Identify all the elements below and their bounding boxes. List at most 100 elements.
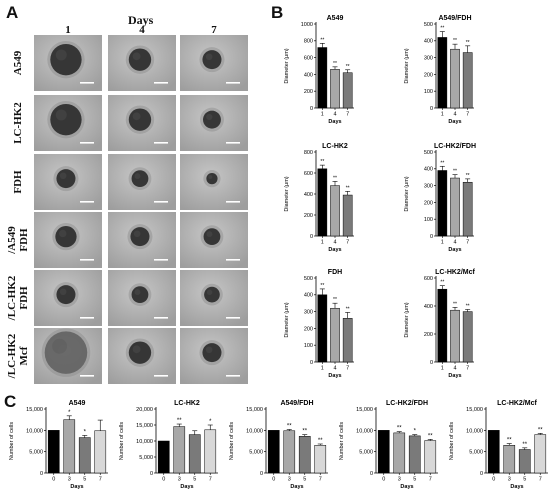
y-tick-label: 0 [310, 234, 313, 240]
y-tick-label: 10,000 [246, 428, 263, 434]
x-axis-label: Days [70, 484, 83, 490]
y-tick-label: 200 [304, 89, 313, 95]
micrograph-tile [180, 35, 248, 91]
bar [267, 430, 280, 474]
y-tick-label: 200 [304, 326, 313, 332]
x-tick-label: 0 [272, 477, 275, 483]
x-tick-label: 4 [453, 112, 456, 118]
chart-svg: A549 0 200 400 600 800 1000 Diameter (μm) ** 1 ** 4… [284, 15, 354, 125]
x-tick-label: 7 [539, 477, 542, 483]
panel-label-b: B [271, 3, 284, 22]
chart-svg: LC-HK2 0 5,000 10,000 15,000 20,000 Number of … [119, 400, 218, 490]
y-tick-label: 0 [260, 471, 263, 477]
y-tick-label: 400 [424, 167, 433, 173]
chart-title: LC-HK2/FDH [386, 400, 428, 407]
bar [462, 52, 473, 109]
y-tick-label: 100 [304, 343, 313, 349]
chart-svg: FDH 0 100 200 300 400 500 Diameter (μm) ** 1 ** 4 **… [284, 269, 354, 379]
x-axis-label: Days [290, 484, 303, 490]
y-axis-label: Diameter (μm) [284, 176, 290, 211]
y-tick-label: 10,000 [466, 428, 483, 434]
y-axis-label: Number of cells [229, 422, 235, 460]
chart-diameter-lc-hk2: LC-HK2 0 200 400 600 800 Diameter (μm) ** 1 ** 4 **… [280, 138, 398, 260]
chart-title: FDH [328, 269, 342, 276]
y-tick-label: 500 [424, 150, 433, 156]
row-label: /A549 FDH [6, 226, 30, 254]
x-tick-label: 7 [466, 240, 469, 246]
day-header-1: 1 [65, 24, 71, 36]
significance-label: ** [397, 426, 402, 432]
y-tick-label: 400 [304, 293, 313, 299]
x-tick-label: 1 [441, 112, 444, 118]
significance-label: ** [538, 427, 543, 433]
significance-label: ** [333, 175, 337, 181]
y-tick-label: 10,000 [136, 439, 153, 445]
y-axis-label: Diameter (μm) [284, 48, 290, 83]
bar [342, 318, 353, 363]
y-tick-label: 600 [304, 171, 313, 177]
bar [487, 430, 500, 474]
y-tick-label: 300 [424, 56, 433, 62]
bar [317, 294, 328, 363]
y-tick-label: 1000 [301, 22, 313, 28]
y-tick-label: 500 [304, 276, 313, 282]
micrograph-tile [34, 328, 102, 384]
micrograph-tile [108, 95, 176, 151]
chart-cells-a549: A549 0 5,000 10,000 15,000 Number of cells 0 * 3… [6, 395, 112, 495]
y-tick-label: 800 [304, 39, 313, 45]
significance-label: * [68, 410, 71, 416]
significance-label: ** [333, 297, 337, 303]
micrograph-tile [108, 35, 176, 91]
panel-label-a: A [6, 3, 19, 22]
x-tick-label: 0 [382, 477, 385, 483]
y-tick-label: 500 [424, 22, 433, 28]
significance-label: * [414, 429, 417, 435]
x-tick-label: 5 [523, 477, 526, 483]
x-axis-label: Days [448, 373, 461, 379]
x-tick-label: 4 [333, 112, 336, 118]
panel-label-c: C [4, 392, 17, 411]
significance-label: ** [453, 169, 457, 175]
x-tick-label: 0 [162, 477, 165, 483]
y-tick-label: 100 [424, 217, 433, 223]
chart-title: A549 [327, 15, 344, 22]
y-tick-label: 15,000 [466, 407, 483, 413]
chart-svg: A549 0 5,000 10,000 15,000 Number of cells 0 * 3… [9, 400, 108, 490]
chart-svg: A549/FDH 0 5,000 10,000 15,000 Number of cell… [229, 400, 328, 490]
y-tick-label: 10,000 [356, 428, 373, 434]
y-tick-label: 0 [310, 106, 313, 112]
bar [462, 311, 473, 363]
y-axis-label: Number of cells [9, 422, 15, 460]
micrograph-tile [180, 328, 248, 384]
chart-svg: LC-HK2/FDH 0 100 200 300 400 500 Diameter (μm) *… [404, 143, 476, 253]
x-tick-label: 0 [492, 477, 495, 483]
chart-title: LC-HK2/FDH [434, 143, 476, 150]
chart-title: LC-HK2 [322, 143, 348, 150]
y-tick-label: 0 [40, 471, 43, 477]
y-axis-label: Diameter (μm) [284, 302, 290, 337]
x-tick-label: 5 [303, 477, 306, 483]
micrograph-tile [34, 270, 102, 326]
x-tick-label: 3 [68, 477, 71, 483]
bar [534, 434, 547, 474]
y-axis-label: Number of cells [449, 422, 455, 460]
y-tick-label: 0 [310, 360, 313, 366]
x-tick-label: 1 [321, 112, 324, 118]
micrograph-tile [34, 35, 102, 91]
y-axis-label: Diameter (μm) [404, 302, 410, 337]
chart-svg: A549/FDH 0 100 200 300 400 500 Diameter (μm) ** 1… [404, 15, 474, 125]
x-axis-label: Days [400, 484, 413, 490]
significance-label: ** [320, 37, 324, 43]
bar [78, 437, 91, 474]
chart-cells-lc-hk2: LC-HK2 0 5,000 10,000 15,000 20,000 Number of … [116, 395, 222, 495]
bar [94, 430, 107, 474]
y-tick-label: 0 [430, 106, 433, 112]
chart-cells-lc-hk2-fdh: LC-HK2/FDH 0 5,000 10,000 15,000 Number of ce… [336, 395, 442, 495]
y-tick-label: 0 [370, 471, 373, 477]
x-tick-label: 7 [466, 112, 469, 118]
chart-svg: LC-HK2 0 200 400 600 800 Diameter (μm) ** 1 ** 4 **… [284, 143, 354, 253]
x-tick-label: 3 [508, 477, 511, 483]
micrograph-tile [34, 95, 102, 151]
bar [188, 434, 201, 474]
row-label: /LC-HK2 FDH [6, 275, 30, 321]
